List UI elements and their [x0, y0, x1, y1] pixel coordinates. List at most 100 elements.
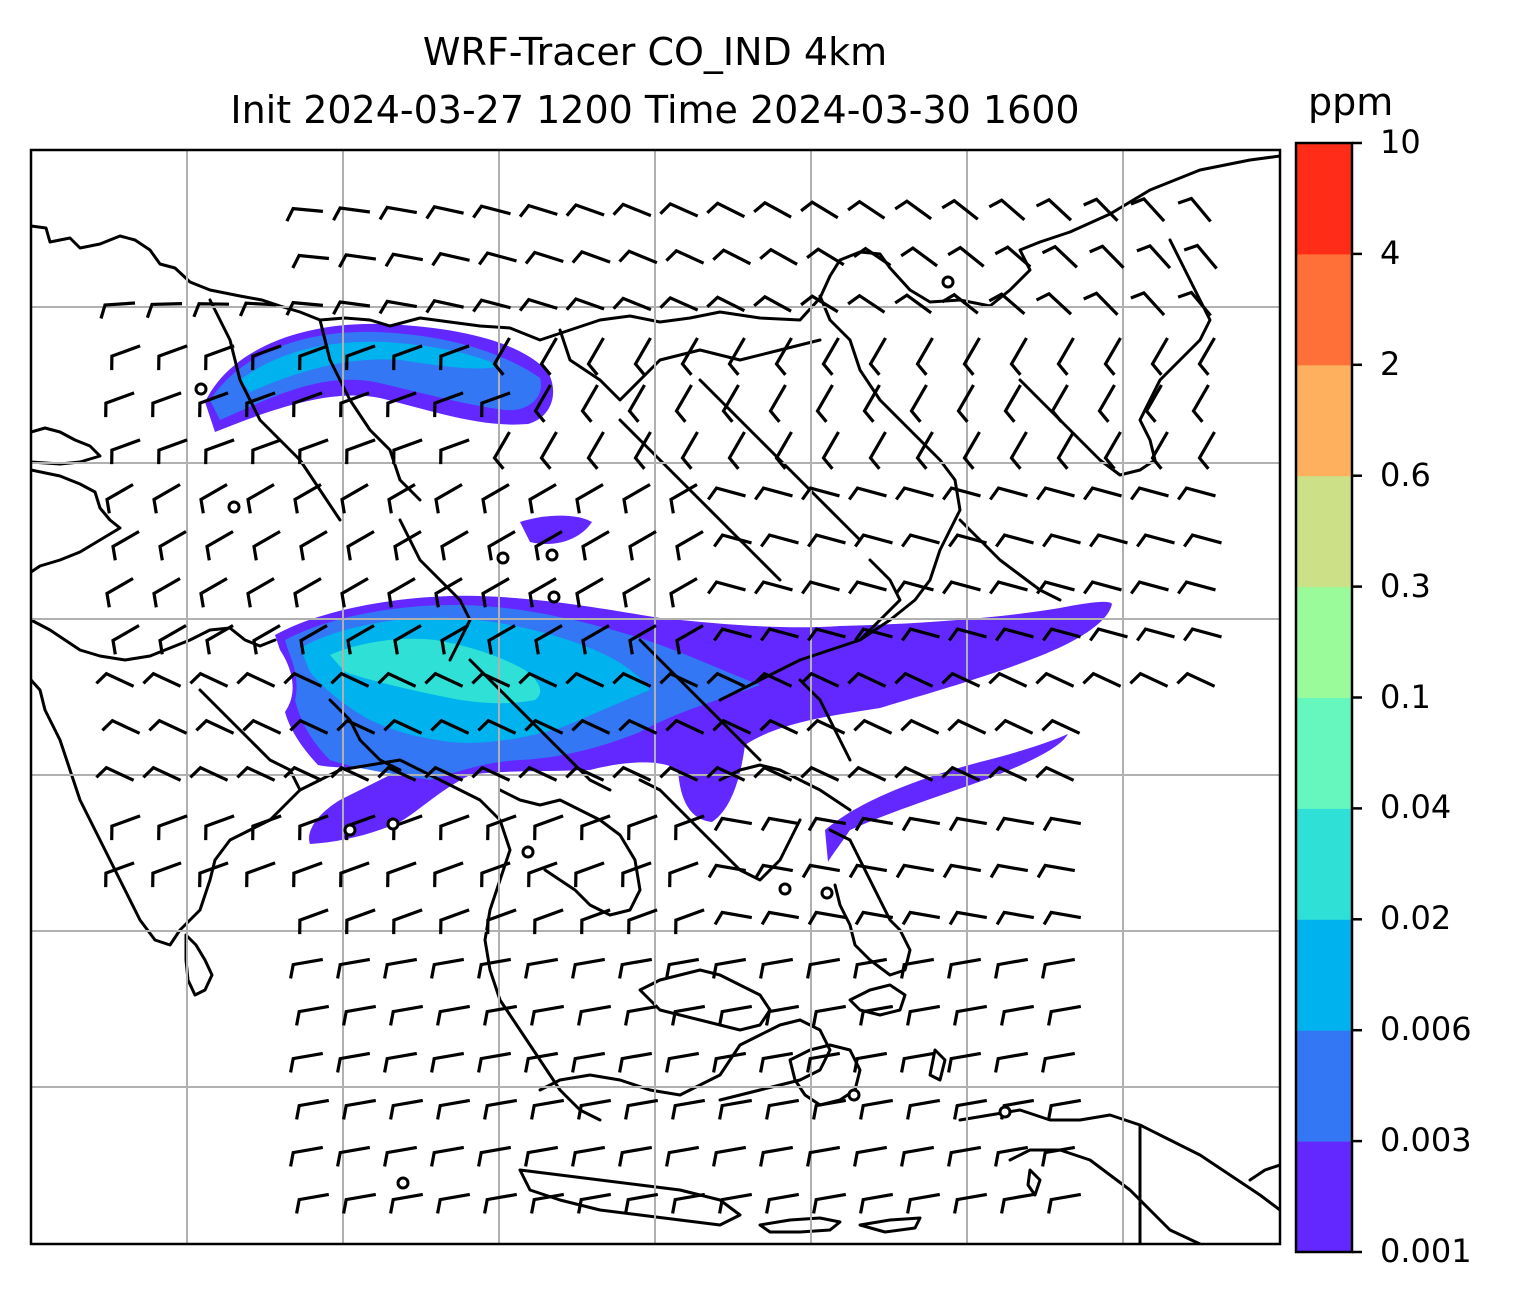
wind-barb — [199, 483, 228, 514]
wind-barb — [148, 718, 188, 735]
wind-barb — [383, 1051, 418, 1073]
wind-barb — [1083, 580, 1122, 595]
wind-barb — [806, 718, 846, 735]
wind-barb — [439, 814, 470, 841]
wind-barb — [293, 483, 322, 514]
wind-barb — [292, 861, 323, 888]
wind-barb — [859, 1098, 894, 1120]
wind-barb — [1176, 671, 1216, 688]
wind-barb — [1041, 718, 1081, 735]
wind-barb — [713, 910, 753, 926]
wind-barb — [624, 1098, 659, 1120]
wind-barb — [492, 337, 511, 376]
wind-barb — [1089, 244, 1125, 269]
wind-barb — [283, 671, 323, 688]
wind-barb — [675, 624, 704, 655]
colorbar-segment — [1296, 586, 1352, 698]
wind-barb — [1089, 627, 1128, 642]
wind-barb — [1056, 337, 1075, 376]
wind-barb — [665, 718, 705, 735]
wind-barb — [95, 671, 135, 688]
wind-barb — [712, 1145, 747, 1167]
wind-barb — [430, 1145, 465, 1167]
wind-barb — [336, 1145, 371, 1167]
wind-barb — [574, 861, 605, 888]
wind-barb — [530, 1004, 565, 1026]
wind-barb — [768, 384, 787, 423]
wind-barb — [901, 627, 940, 642]
wind-barb — [340, 483, 369, 514]
map-title-line-1: WRF-Tracer CO_IND 4km — [422, 30, 888, 74]
wind-barb — [1036, 486, 1075, 501]
map-frame — [29, 148, 1282, 1246]
colorbar-segment — [1296, 919, 1352, 1031]
wind-barb — [753, 671, 793, 688]
wind-barb — [801, 580, 840, 595]
wind-barb — [848, 486, 887, 501]
colorbar-tick-label: 0.02 — [1380, 899, 1452, 938]
wind-barb — [393, 530, 422, 561]
wind-barb — [1177, 196, 1212, 223]
wind-barb — [760, 533, 799, 548]
wind-barb — [571, 1051, 606, 1073]
wind-barb — [387, 483, 416, 514]
wind-barb — [894, 199, 933, 221]
wind-barb — [299, 530, 328, 561]
wind-barb — [765, 1192, 800, 1214]
wind-barb — [674, 384, 693, 423]
wind-barb — [759, 1051, 794, 1073]
wind-barb — [1136, 627, 1175, 642]
wind-barb — [530, 1192, 565, 1214]
wind-barb — [713, 816, 753, 832]
wind-barb — [801, 486, 840, 501]
wind-barb — [1000, 1192, 1035, 1214]
wind-barb — [1009, 431, 1028, 470]
wind-barb — [289, 1051, 324, 1073]
wind-barb — [712, 1051, 747, 1073]
wind-barb — [1056, 431, 1075, 470]
wind-barb — [806, 957, 841, 979]
wind-barb — [900, 957, 935, 979]
wind-barb — [518, 203, 558, 218]
plume-main-peak — [330, 638, 541, 704]
wind-barb — [1042, 533, 1081, 548]
wind-barb — [480, 861, 511, 888]
colorbar-tick-label: 0.04 — [1380, 788, 1452, 827]
wind-barb — [1103, 431, 1122, 470]
wind-barb — [718, 1192, 753, 1214]
wind-barb — [238, 301, 277, 317]
wind-barb — [915, 431, 934, 470]
colorbar-segment — [1296, 1030, 1352, 1142]
plume-tibet — [520, 515, 592, 544]
wind-barb — [580, 908, 611, 935]
wind-barb — [533, 384, 552, 423]
wind-barb — [252, 530, 281, 561]
wind-barb — [988, 765, 1028, 782]
wind-barb — [285, 206, 324, 222]
wind-barb — [669, 483, 698, 514]
wind-barb — [332, 206, 371, 222]
wind-barb — [195, 718, 235, 735]
wind-barb — [339, 391, 370, 418]
wind-barb — [430, 1051, 465, 1073]
wind-barb — [528, 483, 557, 514]
wind-barb — [431, 251, 470, 267]
wind-barb — [665, 1145, 700, 1167]
wind-barb — [157, 344, 188, 371]
wind-barb — [424, 671, 464, 688]
wind-barb — [988, 198, 1026, 222]
wind-barb — [577, 1192, 612, 1214]
wind-barb — [152, 577, 181, 608]
wind-barb — [956, 384, 975, 423]
wind-barb — [942, 580, 981, 595]
wind-barb — [433, 861, 464, 888]
wind-barb — [995, 627, 1034, 642]
colorbar-tick-label: 0.1 — [1380, 677, 1431, 716]
wind-barb — [906, 1192, 941, 1214]
wind-barb — [1035, 197, 1073, 222]
wind-barb — [671, 1192, 706, 1214]
wind-barb — [941, 765, 981, 782]
wind-barb — [378, 299, 418, 315]
wind-barb — [1009, 337, 1028, 376]
colorbar-tick-label: 0.003 — [1380, 1121, 1472, 1160]
